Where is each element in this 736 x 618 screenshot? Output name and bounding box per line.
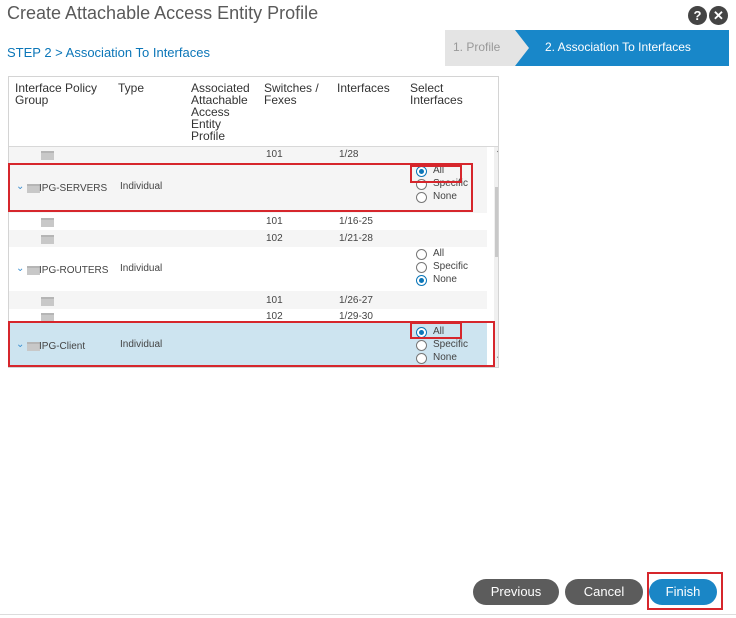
radio-label: None (433, 352, 457, 363)
ipg-name: IPG-ROUTERS (39, 265, 109, 276)
folder-icon (27, 342, 40, 351)
radio-button-icon (416, 179, 427, 190)
radio-button-icon (416, 353, 427, 364)
ipg-name: IPG-SERVERS (39, 183, 108, 194)
switch-cell: 101 (266, 216, 283, 227)
col-header-ipg[interactable]: Interface Policy Group (15, 81, 98, 107)
type-cell: Individual (120, 263, 163, 274)
table-body: 101 1/28 ⌄ IPG-SERVERS Individual All Sp… (9, 147, 487, 367)
wizard-step-profile[interactable]: 1. Profile (445, 30, 525, 66)
scroll-thumb[interactable] (495, 187, 498, 257)
radio-label: Specific (433, 261, 469, 272)
col-header-interfaces[interactable]: Interfaces (337, 81, 390, 95)
radio-label: All (433, 165, 445, 176)
table-row-ipg-routers[interactable]: ⌄ IPG-ROUTERS Individual All Specific No… (9, 247, 487, 291)
radio-button-icon (416, 192, 427, 203)
folder-icon (41, 297, 54, 306)
table-row-ipg-servers[interactable]: ⌄ IPG-SERVERS Individual All Specific No… (9, 162, 487, 213)
radio-label: None (433, 274, 457, 285)
table-row[interactable]: 102 1/21-28 (9, 230, 487, 247)
dialog-title: Create Attachable Access Entity Profile (7, 3, 319, 23)
help-icon[interactable]: ? (688, 6, 707, 25)
folder-icon (41, 235, 54, 244)
radio-button-icon (416, 340, 427, 351)
wizard-steps: 1. Profile 2. Association To Interfaces (445, 30, 729, 66)
table-row[interactable]: 101 1/26-27 (9, 291, 487, 309)
switch-cell: 101 (266, 149, 283, 160)
switch-cell: 101 (266, 295, 283, 306)
interfaces-cell: 1/29-30 (339, 311, 373, 322)
table-row-ipg-client[interactable]: ⌄ IPG-Client Individual All Specific Non… (9, 323, 487, 367)
type-cell: Individual (120, 339, 163, 350)
table-scrollbar[interactable]: ⌃ ⌄ (494, 147, 498, 367)
chevron-down-icon[interactable]: ⌄ (16, 263, 25, 274)
radio-button-icon (416, 166, 427, 177)
table-header: Interface Policy Group Type Associated A… (9, 77, 498, 147)
previous-button[interactable]: Previous (473, 579, 559, 605)
step-label: STEP 2 > Association To Interfaces (7, 45, 210, 60)
radio-button-icon (416, 262, 427, 273)
wizard-step-association[interactable]: 2. Association To Interfaces (515, 30, 729, 66)
interfaces-table: Interface Policy Group Type Associated A… (8, 76, 499, 368)
interfaces-cell: 1/21-28 (339, 233, 373, 244)
table-row[interactable]: 101 1/16-25 (9, 213, 487, 230)
chevron-down-icon[interactable]: ⌄ (16, 339, 25, 350)
folder-icon (41, 218, 54, 227)
type-cell: Individual (120, 181, 163, 192)
interfaces-cell: 1/16-25 (339, 216, 373, 227)
wizard-step-profile-label: 1. Profile (453, 40, 501, 54)
radio-label: All (433, 326, 445, 337)
switch-cell: 102 (266, 311, 283, 322)
footer-divider (0, 614, 736, 615)
radio-label: Specific (433, 178, 469, 189)
finish-button[interactable]: Finish (649, 579, 717, 605)
scroll-down-icon[interactable]: ⌄ (495, 351, 498, 362)
close-icon[interactable]: ✕ (709, 6, 728, 25)
radio-button-icon (416, 275, 427, 286)
col-header-switches[interactable]: Switches / Fexes (264, 81, 319, 107)
col-header-select[interactable]: Select Interfaces (410, 81, 463, 107)
scroll-up-icon[interactable]: ⌃ (495, 149, 498, 160)
table-row[interactable]: 102 1/29-30 (9, 309, 487, 323)
radio-label: All (433, 248, 445, 259)
folder-icon (41, 151, 54, 160)
interfaces-cell: 1/28 (339, 149, 359, 160)
radio-button-icon (416, 249, 427, 260)
folder-icon (41, 313, 54, 322)
wizard-step-association-label: 2. Association To Interfaces (545, 40, 691, 54)
col-header-type[interactable]: Type (118, 81, 145, 95)
interfaces-cell: 1/26-27 (339, 295, 373, 306)
cancel-button[interactable]: Cancel (565, 579, 643, 605)
folder-icon (27, 184, 40, 193)
radio-label: None (433, 191, 457, 202)
ipg-name: IPG-Client (39, 341, 86, 352)
radio-button-icon (416, 327, 427, 338)
folder-icon (27, 266, 40, 275)
table-row[interactable]: 101 1/28 (9, 147, 487, 162)
radio-label: Specific (433, 339, 469, 350)
chevron-down-icon[interactable]: ⌄ (16, 181, 25, 192)
switch-cell: 102 (266, 233, 283, 244)
col-header-aaep[interactable]: Associated Attachable Access Entity Prof… (191, 81, 250, 143)
